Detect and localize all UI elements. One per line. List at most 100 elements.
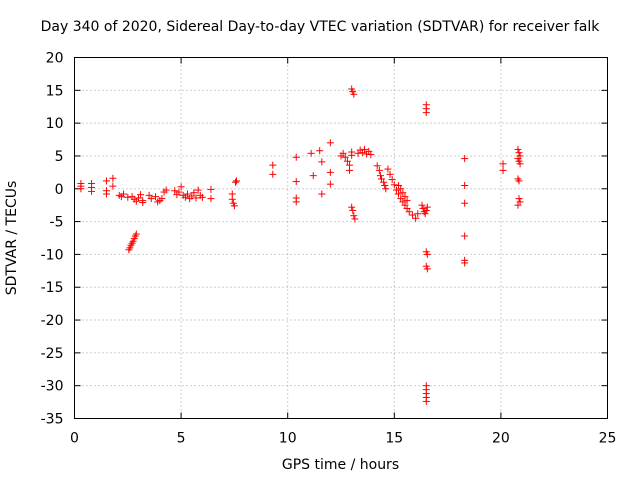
x-tick-label: 0 xyxy=(70,431,79,447)
data-point xyxy=(124,193,132,201)
data-point xyxy=(348,203,356,211)
y-tick-label: -10 xyxy=(41,247,64,263)
data-point xyxy=(461,181,469,189)
data-point xyxy=(228,195,236,203)
chart-title: Day 340 of 2020, Sidereal Day-to-day VTE… xyxy=(40,19,600,35)
data-point xyxy=(120,190,128,198)
data-point xyxy=(175,188,183,196)
data-point xyxy=(375,166,383,174)
y-tick-label: 0 xyxy=(55,182,64,198)
data-point xyxy=(405,208,413,216)
data-point xyxy=(177,183,185,191)
data-point xyxy=(381,181,389,189)
plot-frame xyxy=(74,57,608,419)
data-point xyxy=(137,191,145,199)
data-point xyxy=(292,178,300,186)
data-point xyxy=(397,185,405,193)
data-point xyxy=(376,172,384,180)
data-point xyxy=(139,199,147,207)
data-point xyxy=(514,201,522,209)
data-point xyxy=(386,170,394,178)
y-tick-label: 20 xyxy=(46,51,64,67)
data-point xyxy=(360,145,368,153)
data-point xyxy=(307,149,315,157)
data-point xyxy=(194,186,202,194)
data-point xyxy=(102,177,110,185)
data-point xyxy=(207,195,215,203)
data-point xyxy=(190,189,198,197)
data-point xyxy=(158,195,166,203)
data-point xyxy=(350,212,358,220)
data-point xyxy=(414,210,422,218)
data-point xyxy=(231,178,239,186)
data-point xyxy=(515,195,523,203)
data-point xyxy=(401,193,409,201)
data-point xyxy=(422,397,430,405)
data-point xyxy=(326,139,334,147)
data-point xyxy=(423,265,431,273)
data-point xyxy=(109,182,117,190)
data-point xyxy=(183,190,191,198)
data-point xyxy=(309,172,317,180)
x-tick-label: 25 xyxy=(599,431,617,447)
x-axis-label: GPS time / hours xyxy=(281,457,400,473)
data-point xyxy=(198,193,206,201)
data-point xyxy=(230,202,238,210)
y-tick-label: -15 xyxy=(41,280,64,296)
grid-lines xyxy=(74,57,608,419)
data-point xyxy=(461,199,469,207)
data-point xyxy=(403,197,411,205)
data-point xyxy=(326,180,334,188)
data-point xyxy=(348,151,356,159)
x-tick-label: 15 xyxy=(385,431,403,447)
data-point xyxy=(515,177,523,185)
data-point xyxy=(499,166,507,174)
data-point xyxy=(423,203,431,211)
data-point xyxy=(77,185,85,193)
data-point xyxy=(162,186,170,194)
data-point xyxy=(233,177,241,185)
y-tick-label: 5 xyxy=(55,149,64,165)
data-point xyxy=(350,90,358,98)
data-point xyxy=(343,157,351,165)
data-point xyxy=(421,210,429,218)
data-point xyxy=(373,162,381,170)
x-tick-label: 10 xyxy=(279,431,297,447)
data-point xyxy=(461,259,469,267)
data-point xyxy=(388,176,396,184)
data-point xyxy=(390,181,398,189)
data-point xyxy=(192,194,200,202)
data-point xyxy=(412,214,420,222)
data-point xyxy=(292,153,300,161)
data-point xyxy=(367,151,375,159)
data-point xyxy=(207,185,215,193)
y-axis-label: SDTVAR / TECUs xyxy=(4,180,20,296)
data-point xyxy=(349,206,357,214)
data-point xyxy=(392,186,400,194)
data-point xyxy=(408,211,416,219)
data-point xyxy=(147,195,155,203)
data-point xyxy=(382,185,390,193)
data-point xyxy=(326,168,334,176)
data-point xyxy=(269,170,277,178)
data-point xyxy=(423,250,431,258)
data-point xyxy=(341,153,349,161)
y-tick-label: -30 xyxy=(41,379,64,395)
data-point xyxy=(346,166,354,174)
data-point xyxy=(418,201,426,209)
x-tick-label: 20 xyxy=(492,431,510,447)
data-point xyxy=(499,160,507,168)
data-point xyxy=(88,187,96,195)
y-tick-label: -5 xyxy=(50,215,64,231)
data-point xyxy=(514,145,522,153)
data-point xyxy=(132,230,140,238)
data-point xyxy=(395,190,403,198)
y-tick-label: -35 xyxy=(41,412,64,428)
data-point xyxy=(422,109,430,117)
x-tick-label: 5 xyxy=(177,431,186,447)
data-point xyxy=(102,190,110,198)
y-tick-label: 15 xyxy=(46,83,64,99)
y-tick-label: 10 xyxy=(46,116,64,132)
y-tick-label: -20 xyxy=(41,313,64,329)
